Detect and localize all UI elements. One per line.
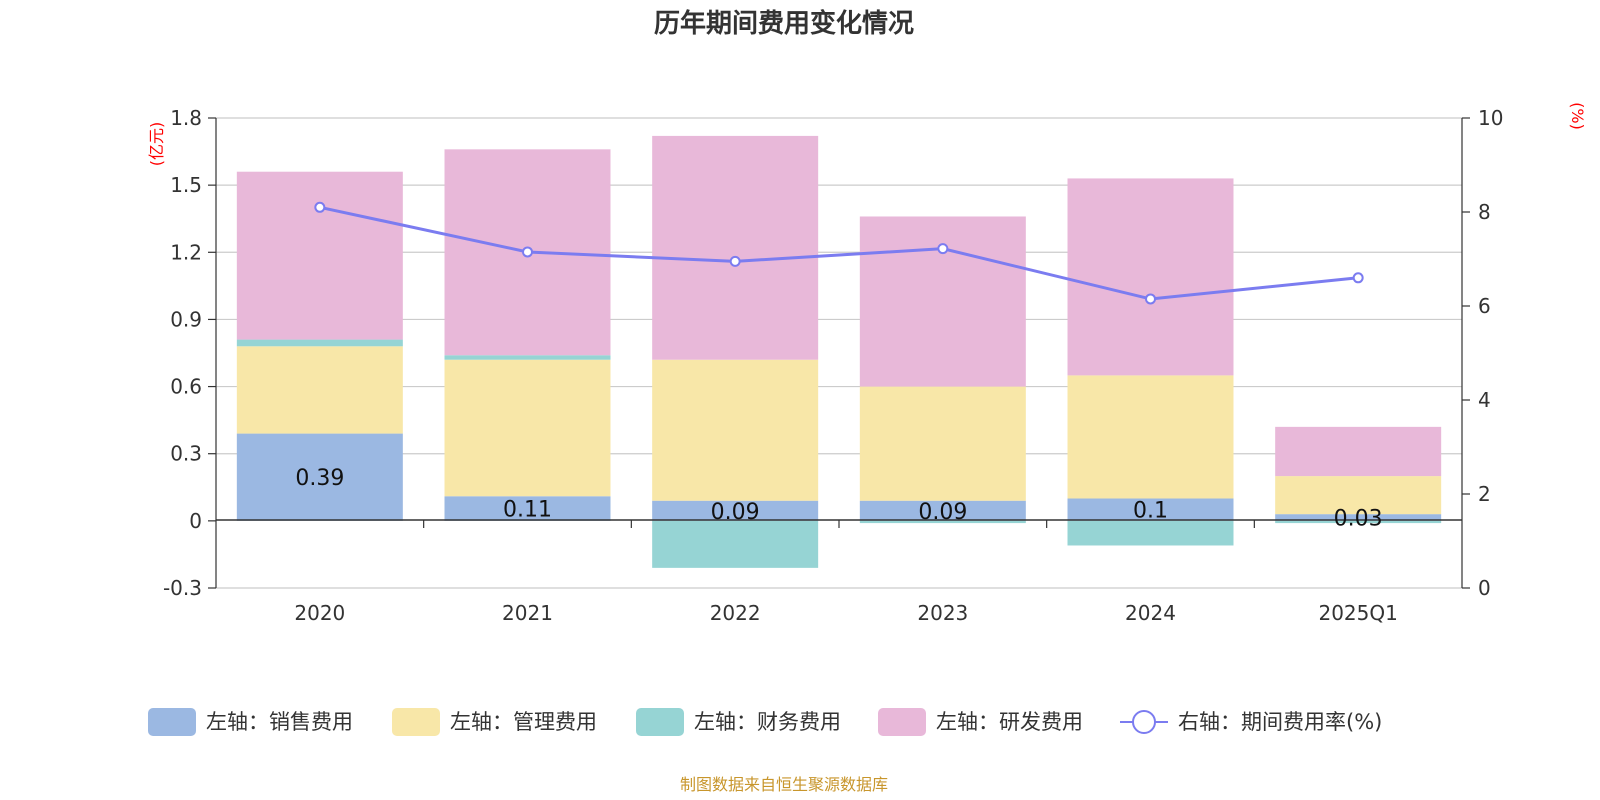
legend-swatch (636, 708, 684, 736)
rate-point (1352, 272, 1364, 284)
bar-data-label: 0.03 (1334, 507, 1383, 532)
rate-point (729, 255, 741, 267)
right-tick-label: 4 (1478, 388, 1491, 412)
bar-segment (652, 520, 819, 568)
legend-label: 左轴：研发费用 (936, 710, 1083, 734)
left-tick-label: 1.8 (170, 106, 202, 130)
legend-label: 右轴：期间费用率(%) (1178, 710, 1382, 734)
axes: -0.3 0 0.3 0.6 0.9 1.2 1.5 1.8 0 2 4 6 8 10 2020 2021 20… (163, 106, 1503, 625)
bar-segment (1275, 426, 1442, 477)
bar-segment (859, 520, 1026, 524)
rate-point (937, 243, 949, 255)
right-axis-unit: (%) (1568, 102, 1587, 130)
bar-segment (444, 359, 611, 497)
bar-segment (236, 171, 403, 340)
left-axis-unit: (亿元) (147, 122, 166, 167)
bar-segment (1067, 178, 1234, 376)
x-tick-label: 2021 (502, 601, 553, 625)
legend-marker (1132, 710, 1156, 734)
left-tick-label: 1.2 (170, 240, 202, 264)
bar-segment (1275, 514, 1442, 521)
bar-segment (859, 216, 1026, 387)
left-tick-label: 0.3 (170, 442, 202, 466)
x-tick-label: 2025Q1 (1318, 601, 1397, 625)
legend-label: 左轴：销售费用 (206, 710, 353, 734)
bar-segment (652, 135, 819, 360)
chart-title: 历年期间费用变化情况 (654, 8, 914, 39)
bar-segment (1067, 375, 1234, 499)
right-tick-label: 0 (1478, 576, 1491, 600)
bar-segment (444, 496, 611, 521)
bars (236, 135, 1442, 568)
bar-data-label: 0.1 (1133, 499, 1168, 524)
bar-segment (652, 359, 819, 501)
rate-point (522, 246, 533, 258)
bar-segment (236, 346, 403, 434)
x-tick-label: 2024 (1125, 601, 1176, 625)
bar-data-label: 0.39 (295, 466, 344, 491)
bar-segment (444, 355, 611, 360)
rate-point (314, 201, 326, 213)
bar-segment (1275, 520, 1442, 524)
rate-line-path (319, 205, 1359, 301)
left-tick-label: 0.6 (170, 375, 202, 399)
legend-swatch (392, 708, 440, 736)
legend-swatch (148, 708, 196, 736)
left-tick-label: 0.9 (170, 307, 202, 331)
x-tick-label: 2022 (710, 601, 761, 625)
bar-segment (1067, 498, 1234, 521)
bar-segment (1067, 520, 1234, 546)
left-tick-label: 0 (189, 509, 202, 533)
bar-segment (859, 386, 1026, 501)
bar-segment (1275, 476, 1442, 515)
rate-point (1145, 293, 1156, 305)
bar-data-label: 0.09 (711, 500, 760, 525)
x-tick-label: 2023 (917, 601, 968, 625)
legend-swatch (878, 708, 926, 736)
legend: 左轴：销售费用 左轴：管理费用 左轴：财务费用 左轴：研发费用 右轴：期间费用率(%) (148, 708, 1382, 736)
bar-segment (652, 500, 819, 521)
right-tick-label: 2 (1478, 482, 1491, 506)
right-tick-label: 8 (1478, 200, 1491, 224)
left-tick-label: 1.5 (170, 173, 202, 197)
left-tick-label: -0.3 (163, 576, 202, 600)
x-tick-label: 2020 (294, 601, 345, 625)
bar-data-label: 0.11 (503, 498, 552, 523)
source-note: 制图数据来自恒生聚源数据库 (680, 775, 888, 794)
bar-data-label: 0.09 (918, 500, 967, 525)
rate-line (314, 201, 1364, 305)
bar-segment (236, 433, 403, 521)
bar-segment (236, 339, 403, 347)
bar-segment (859, 500, 1026, 521)
legend-label: 左轴：财务费用 (694, 710, 841, 734)
right-tick-label: 10 (1478, 106, 1503, 130)
legend-label: 左轴：管理费用 (450, 710, 597, 734)
grid-lines (216, 117, 1462, 589)
data-labels: 0.39 0.11 0.09 0.09 0.1 0.03 (295, 466, 1382, 531)
right-tick-label: 6 (1478, 294, 1491, 318)
